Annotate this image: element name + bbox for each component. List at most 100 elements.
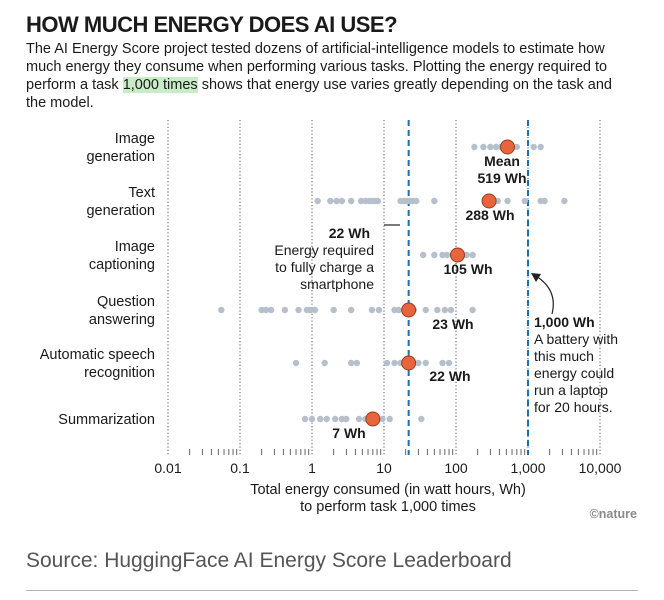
data-point	[347, 197, 355, 205]
data-point	[447, 306, 455, 314]
intro-highlight: 1,000 times	[122, 77, 198, 93]
mean-label: Mean 519 Wh	[477, 153, 526, 186]
mean-marker	[401, 355, 417, 371]
data-point	[347, 359, 355, 367]
data-point	[321, 359, 328, 367]
data-point	[395, 306, 402, 314]
data-point	[331, 415, 339, 423]
mean-marker	[499, 139, 515, 155]
data-point	[308, 415, 316, 423]
data-point	[439, 359, 446, 367]
data-point	[317, 415, 324, 423]
data-point	[469, 306, 476, 314]
data-point	[418, 415, 425, 423]
annotation-arrow	[535, 275, 554, 315]
data-point	[487, 143, 494, 151]
data-point	[415, 359, 422, 367]
data-point	[419, 251, 427, 259]
x-tick-label: 0.01	[154, 460, 181, 476]
data-point	[386, 415, 393, 423]
data-point	[301, 415, 309, 423]
mean-marker	[401, 302, 417, 318]
data-point	[561, 197, 568, 205]
data-point	[445, 359, 453, 367]
annotation-arrowhead	[531, 273, 541, 282]
mean-label: 105 Wh	[443, 261, 492, 277]
data-point	[323, 415, 330, 423]
x-tick-label: 10	[376, 460, 392, 476]
mean-label: 288 Wh	[465, 207, 514, 223]
data-point	[355, 415, 363, 423]
data-point	[292, 359, 300, 367]
data-point	[441, 306, 449, 314]
data-point	[327, 197, 334, 205]
intro-part-b: shows that energy use varies greatly dep…	[26, 77, 612, 111]
data-point	[463, 251, 470, 259]
data-point	[480, 143, 487, 151]
data-point	[391, 359, 398, 367]
reference-label-smartphone: Energy required to fully charge a smartpho…	[274, 242, 374, 292]
category-label: Question answering	[89, 294, 155, 328]
source-text: Source: HuggingFace AI Energy Score Lead…	[26, 549, 512, 572]
x-axis-label: Total energy consumed (in watt hours, Wh…	[250, 482, 526, 498]
data-point	[262, 306, 270, 314]
mean-label: 7 Wh	[332, 425, 365, 441]
data-point	[307, 306, 314, 314]
data-point	[368, 306, 376, 314]
category-label: Image generation	[86, 131, 155, 165]
x-tick-label: 1	[308, 460, 316, 476]
data-point	[333, 197, 340, 205]
category-label: Image captioning	[89, 239, 155, 273]
data-point	[412, 197, 420, 205]
data-point	[343, 415, 350, 423]
page-title: HOW MUCH ENERGY DOES AI USE?	[26, 12, 398, 37]
data-point	[422, 306, 429, 314]
mean-label: 22 Wh	[429, 368, 470, 384]
data-point	[267, 306, 275, 314]
category-label: Text generation	[86, 185, 155, 219]
reference-label-laptop: A battery with this much energy could run a…	[534, 331, 618, 415]
data-point	[218, 306, 225, 314]
mean-marker	[365, 411, 381, 427]
intro-part-a: The AI Energy Score project tested dozen…	[26, 41, 608, 93]
data-point	[311, 306, 319, 314]
data-point	[431, 197, 438, 205]
mean-marker	[450, 247, 466, 263]
data-point	[338, 415, 346, 423]
data-point	[521, 197, 528, 205]
data-point	[439, 251, 446, 259]
energy-chart: 0.01 0.1 1 10 100 1,000 10,000 Total energy con…	[40, 120, 637, 521]
mean-label: 23 Wh	[432, 316, 473, 332]
data-point	[469, 251, 476, 259]
data-point	[513, 143, 521, 151]
mean-marker	[481, 193, 497, 209]
x-tick-label: 1,000	[510, 460, 545, 476]
data-point	[471, 143, 478, 151]
x-axis-label-2: to perform task 1,000 times	[300, 499, 476, 515]
data-point	[338, 197, 346, 205]
data-point	[422, 359, 429, 367]
data-point	[314, 197, 321, 205]
category-label: Summarization	[58, 412, 155, 428]
x-tick-label: 10,000	[579, 460, 622, 476]
data-point	[375, 306, 383, 314]
data-point	[443, 251, 451, 259]
data-point	[434, 306, 441, 314]
data-point	[530, 143, 537, 151]
footer-rule	[26, 590, 638, 591]
data-point	[353, 359, 361, 367]
data-point	[374, 197, 381, 205]
x-tick-label: 100	[444, 460, 468, 476]
reference-label-smartphone-value: 22 Wh	[329, 225, 370, 241]
data-point	[504, 197, 511, 205]
data-point	[492, 143, 500, 151]
data-point	[537, 143, 544, 151]
category-label: Automatic speech recognition	[40, 347, 155, 381]
data-point	[330, 306, 337, 314]
reference-label-laptop-value: 1,000 Wh	[534, 314, 595, 330]
x-tick-label: 0.1	[230, 460, 250, 476]
data-point	[431, 251, 438, 259]
data-point	[541, 197, 548, 205]
data-point	[295, 306, 302, 314]
data-point	[281, 306, 289, 314]
